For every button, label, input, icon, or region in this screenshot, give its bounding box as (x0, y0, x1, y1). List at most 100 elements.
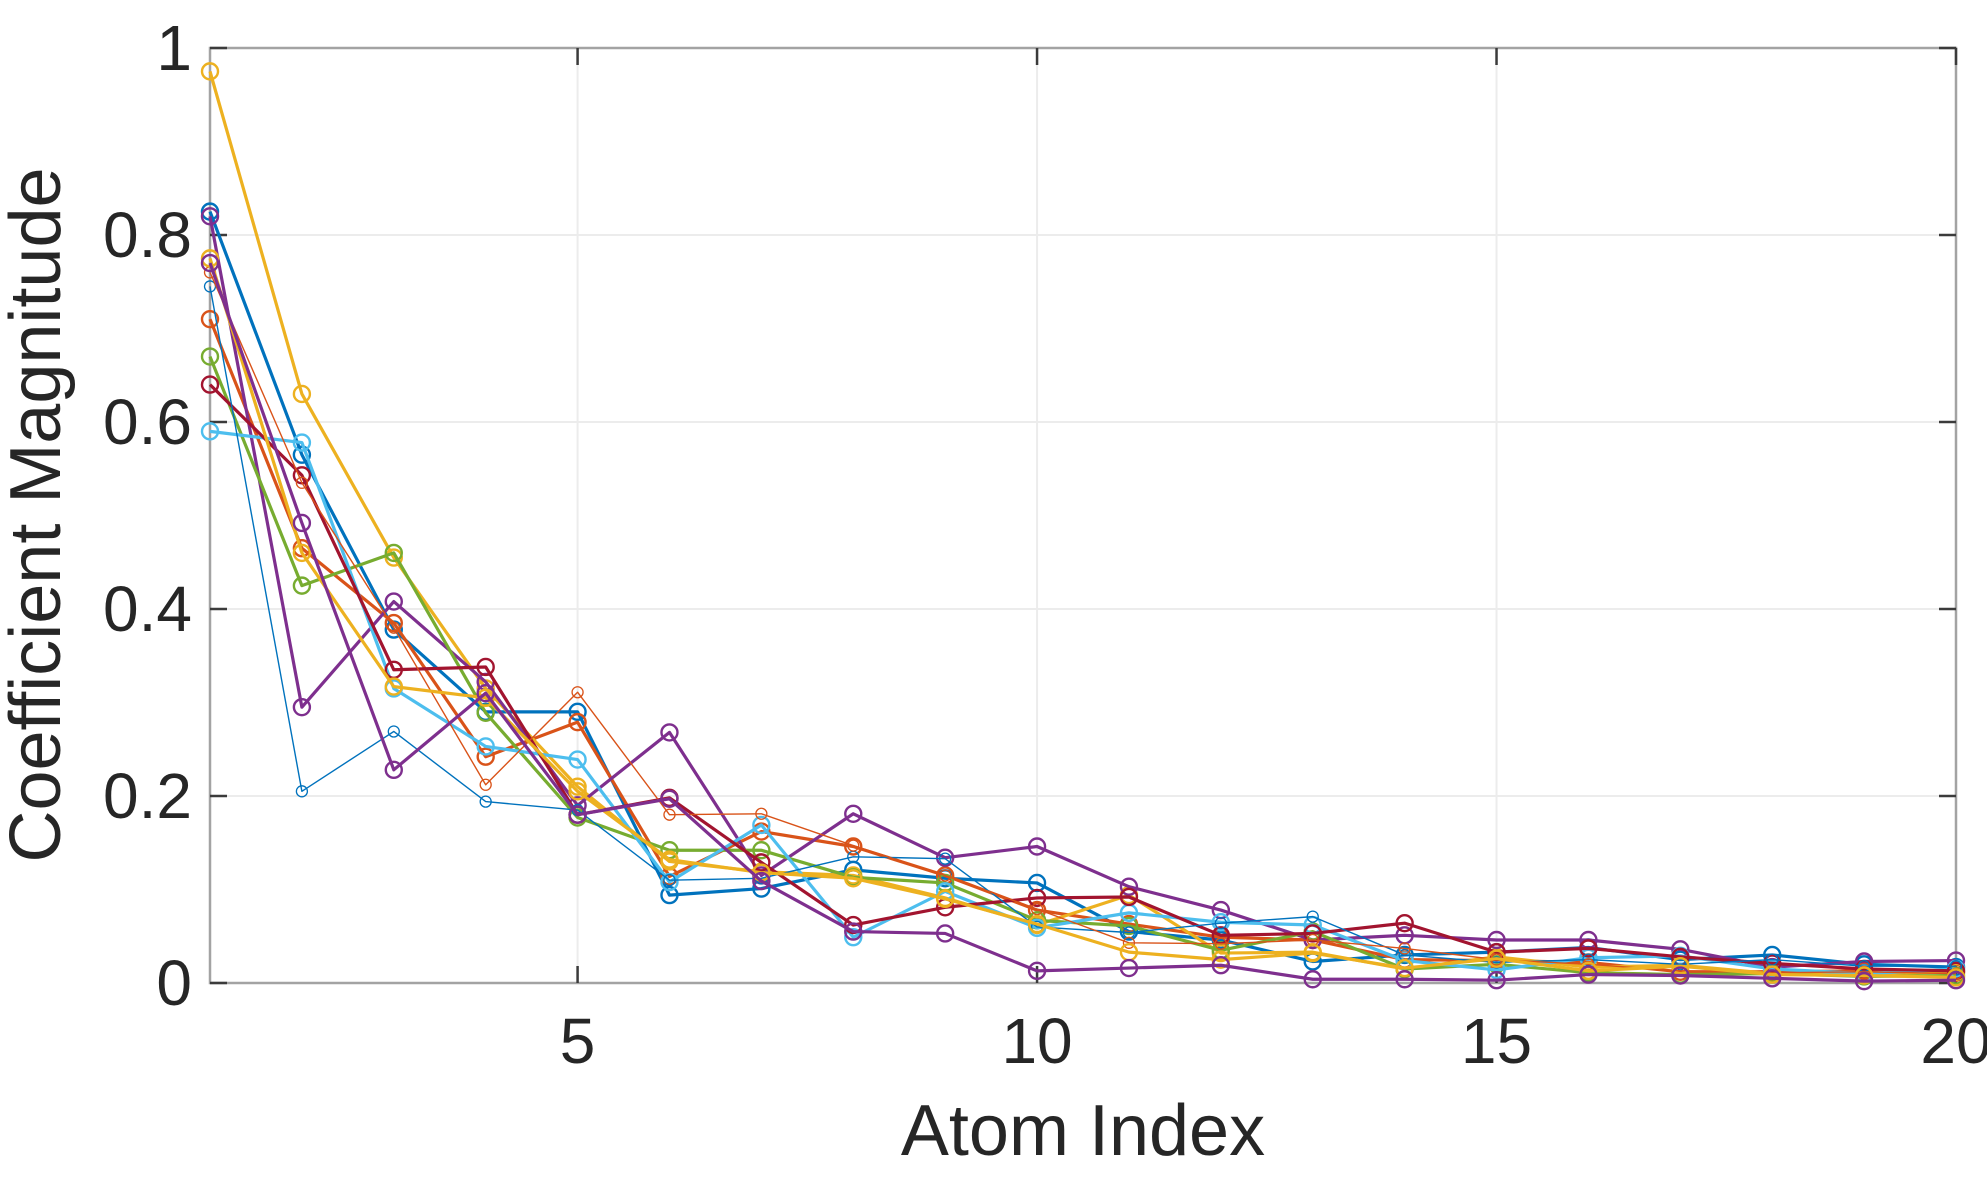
series-line-purple-1 (208, 216, 1957, 969)
marker-yellow-2 (1211, 950, 1231, 969)
marker-blue-2 (1306, 910, 1319, 923)
marker-blue-1 (568, 702, 587, 722)
marker-green-1 (384, 543, 403, 563)
marker-purple-2 (1579, 965, 1598, 984)
x-tick-label: 20 (1920, 1005, 1987, 1077)
marker-cyan-1 (752, 815, 771, 835)
marker-green-1 (1119, 916, 1139, 936)
marker-purple-2 (1211, 956, 1231, 975)
y-tick-label: 0.6 (103, 386, 192, 458)
y-tick-label: 0.4 (103, 573, 192, 645)
marker-yellow-2 (1303, 943, 1322, 963)
marker-yellow-2 (935, 889, 955, 909)
marker-yellow-2 (384, 677, 403, 696)
marker-cyan-1 (292, 433, 312, 452)
marker-purple-2 (1303, 970, 1322, 989)
marker-purple-2 (1946, 970, 1966, 990)
marker-orange-2 (571, 686, 584, 699)
marker-orange-1 (844, 837, 863, 856)
marker-purple-1 (292, 697, 312, 717)
marker-blue-2 (1122, 926, 1136, 939)
marker-blue-2 (1490, 956, 1503, 969)
y-tick-label: 0 (156, 947, 192, 1019)
marker-orange-2 (1857, 965, 1871, 978)
marker-blue-2 (479, 795, 492, 808)
x-axis-label: Atom Index (901, 1091, 1265, 1171)
marker-yellow-1 (292, 384, 312, 404)
marker-blue-2 (1582, 953, 1595, 966)
marker-purple-2 (660, 789, 679, 809)
marker-yellow-2 (1395, 958, 1414, 978)
marker-yellow-2 (1027, 914, 1047, 934)
marker-purple-2 (1027, 961, 1047, 981)
y-tick-label: 1 (156, 12, 192, 84)
marker-blue-2 (1766, 953, 1779, 966)
marker-yellow-1 (384, 548, 403, 567)
marker-purple-2 (935, 924, 955, 943)
marker-green-1 (752, 841, 771, 860)
marker-maroon-1 (200, 375, 220, 394)
marker-maroon-1 (476, 657, 495, 677)
marker-orange-2 (939, 869, 952, 882)
axes-box (208, 46, 1958, 985)
marker-blue-2 (387, 725, 400, 738)
marker-maroon-1 (1303, 924, 1322, 943)
marker-yellow-1 (200, 62, 220, 81)
marker-yellow-1 (568, 777, 587, 796)
marker-purple-2 (1395, 970, 1414, 989)
marker-orange-2 (847, 839, 860, 852)
marker-green-1 (292, 576, 312, 595)
series-line-purple-2 (208, 262, 1957, 983)
marker-purple-2 (200, 253, 220, 273)
marker-purple-1 (1027, 837, 1047, 856)
series-line-blue-2 (209, 286, 1956, 967)
x-tick-label: 5 (560, 1005, 596, 1077)
marker-orange-2 (1398, 942, 1411, 955)
marker-purple-1 (660, 723, 679, 742)
marker-purple-2 (1854, 971, 1874, 991)
marker-purple-2 (1763, 969, 1782, 988)
x-tick-label: 15 (1461, 1005, 1532, 1077)
marker-purple-2 (1671, 966, 1690, 985)
marker-purple-1 (935, 848, 955, 867)
axes-layer (208, 46, 1958, 985)
marker-cyan-1 (476, 737, 495, 756)
x-tick-label: 10 (1001, 1005, 1072, 1077)
marker-orange-2 (295, 476, 309, 489)
marker-orange-2 (479, 778, 492, 791)
marker-orange-2 (755, 807, 768, 820)
marker-blue-2 (939, 852, 952, 865)
marker-purple-1 (200, 207, 220, 226)
marker-blue-2 (1214, 917, 1227, 930)
marker-yellow-2 (844, 869, 863, 888)
marker-orange-1 (568, 712, 587, 732)
marker-purple-2 (476, 683, 495, 703)
marker-yellow-2 (292, 543, 312, 563)
marker-purple-1 (1487, 930, 1506, 950)
marker-yellow-2 (1487, 949, 1506, 968)
marker-orange-1 (476, 747, 495, 766)
series-line-orange-2 (209, 272, 1957, 975)
y-axis-label: Coefficient Magnitude (0, 167, 76, 862)
y-tick-label: 0.8 (103, 199, 192, 271)
tick-label-layer: 5 10 15 20 0 0.2 0.4 0.6 0.8 1 (103, 12, 1987, 1077)
marker-green-1 (200, 347, 220, 366)
marker-orange-1 (200, 309, 220, 329)
marker-purple-2 (568, 805, 587, 824)
marker-maroon-1 (752, 853, 771, 872)
marker-maroon-1 (1579, 939, 1598, 958)
marker-blue-2 (663, 874, 676, 887)
y-tick-label: 0.2 (103, 760, 192, 832)
marker-purple-2 (844, 922, 863, 941)
marker-blue-2 (295, 785, 309, 798)
marker-purple-2 (384, 760, 403, 780)
series-line-maroon-1 (208, 383, 1957, 973)
marker-yellow-2 (568, 782, 587, 801)
marker-purple-2 (752, 871, 771, 891)
marker-purple-1 (384, 592, 403, 611)
marker-purple-1 (1119, 877, 1139, 896)
marker-orange-2 (1122, 936, 1136, 949)
marker-maroon-1 (1119, 887, 1139, 907)
